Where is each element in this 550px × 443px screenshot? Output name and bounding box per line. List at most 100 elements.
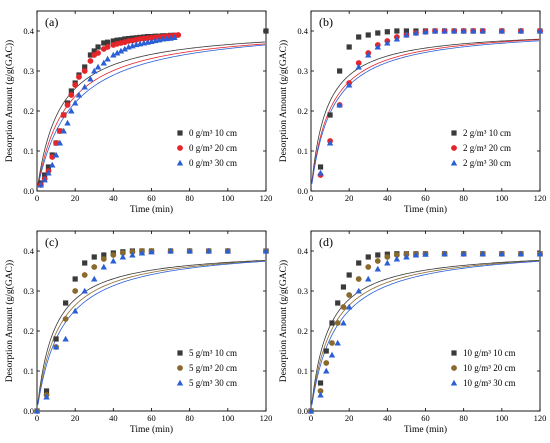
x-tick-label: 40 xyxy=(383,413,392,423)
x-tick-label: 20 xyxy=(71,193,80,203)
legend-entry: 2 g/m³ 30 cm xyxy=(463,158,511,168)
data-point xyxy=(317,380,324,386)
data-point xyxy=(334,339,341,346)
data-point xyxy=(43,393,50,400)
data-point xyxy=(365,51,372,58)
data-point xyxy=(394,28,400,34)
data-point xyxy=(327,112,333,118)
legend-marker xyxy=(176,379,184,386)
x-tick-label: 100 xyxy=(495,193,508,203)
data-point xyxy=(71,99,79,106)
data-point xyxy=(340,304,347,310)
data-point xyxy=(129,251,136,258)
y-axis-title: Desorption Amount (g/g(GAC)) xyxy=(278,40,289,162)
legend-marker xyxy=(176,159,184,166)
data-point xyxy=(460,250,467,257)
data-point xyxy=(403,28,410,34)
y-tick-label: 0.3 xyxy=(297,286,308,296)
y-axis-title: Desorption Amount (g/g(GAC)) xyxy=(278,260,289,382)
data-point xyxy=(384,259,391,266)
fit-curve xyxy=(311,260,540,405)
data-point xyxy=(317,391,324,398)
data-point xyxy=(517,27,525,34)
y-tick-label: 0.3 xyxy=(297,66,308,76)
legend-marker xyxy=(451,145,457,151)
data-point xyxy=(205,247,212,254)
data-point xyxy=(56,139,64,146)
y-tick-label: 0.3 xyxy=(23,286,34,296)
x-tick-label: 100 xyxy=(221,193,234,203)
data-point xyxy=(403,253,410,260)
data-point xyxy=(171,34,178,40)
panel-label: (b) xyxy=(319,15,333,29)
data-point xyxy=(470,27,477,34)
data-point xyxy=(81,287,88,294)
data-point xyxy=(81,272,88,278)
x-tick-label: 0 xyxy=(309,413,313,423)
data-point xyxy=(68,107,75,114)
legend-marker xyxy=(451,350,457,356)
data-point xyxy=(110,38,116,44)
data-point xyxy=(336,101,343,108)
data-point xyxy=(356,260,362,266)
data-point xyxy=(118,37,124,43)
y-tick-label: 0.1 xyxy=(23,366,34,376)
data-point xyxy=(119,250,126,256)
data-point xyxy=(346,272,352,278)
legend-entry: 0 g/m³ 10 cm xyxy=(189,128,237,138)
legend-marker xyxy=(450,379,458,386)
data-point xyxy=(186,247,193,254)
data-point xyxy=(81,68,88,74)
data-point xyxy=(384,254,391,260)
x-tick-label: 20 xyxy=(345,193,354,203)
data-point xyxy=(82,64,88,70)
data-point xyxy=(167,247,174,254)
panel-label: (a) xyxy=(45,15,58,29)
y-tick-label: 0.4 xyxy=(297,246,308,256)
data-point xyxy=(129,248,136,255)
data-point xyxy=(317,164,324,170)
data-point xyxy=(110,257,117,264)
panel-a: 0 20 40 60 80 100 120 0.0 0.1 0.2 0.3 0.4 Time (min)… xyxy=(4,10,273,215)
legend-entry: 10 g/m³ 10 cm xyxy=(463,348,515,358)
legend-entry: 2 g/m³ 10 cm xyxy=(463,128,511,138)
fit-curve xyxy=(311,38,540,182)
y-tick-label: 0.4 xyxy=(297,26,308,36)
data-point xyxy=(91,275,98,282)
data-point xyxy=(72,276,78,282)
fit-curve xyxy=(311,260,540,404)
data-point xyxy=(64,102,71,108)
y-tick-label: 0.2 xyxy=(23,106,34,116)
y-tick-label: 0.0 xyxy=(23,406,34,416)
x-tick-label: 120 xyxy=(260,193,273,203)
y-tick-label: 0.2 xyxy=(297,106,308,116)
legend-marker xyxy=(177,365,183,371)
legend-entry: 0 g/m³ 20 cm xyxy=(189,143,237,153)
data-point xyxy=(326,139,334,146)
data-point xyxy=(412,29,420,36)
data-point xyxy=(52,343,60,350)
data-point xyxy=(479,27,486,34)
data-point xyxy=(100,256,107,262)
legend-marker xyxy=(451,365,457,371)
data-point xyxy=(393,252,400,258)
data-point xyxy=(323,367,330,374)
data-point xyxy=(52,151,60,158)
data-point xyxy=(87,58,94,64)
data-point xyxy=(119,253,127,260)
data-point xyxy=(365,254,371,260)
data-point xyxy=(37,181,45,188)
data-point xyxy=(110,252,117,258)
data-point xyxy=(517,250,525,257)
data-point xyxy=(91,48,97,54)
x-tick-label: 120 xyxy=(534,413,547,423)
data-point xyxy=(148,248,155,255)
data-point xyxy=(422,28,429,35)
x-axis-title: Time (min) xyxy=(404,424,447,435)
data-point xyxy=(95,44,101,50)
data-point xyxy=(175,32,182,38)
data-point xyxy=(323,348,329,354)
fit-curve xyxy=(37,43,266,186)
y-tick-label: 0.1 xyxy=(297,146,308,156)
